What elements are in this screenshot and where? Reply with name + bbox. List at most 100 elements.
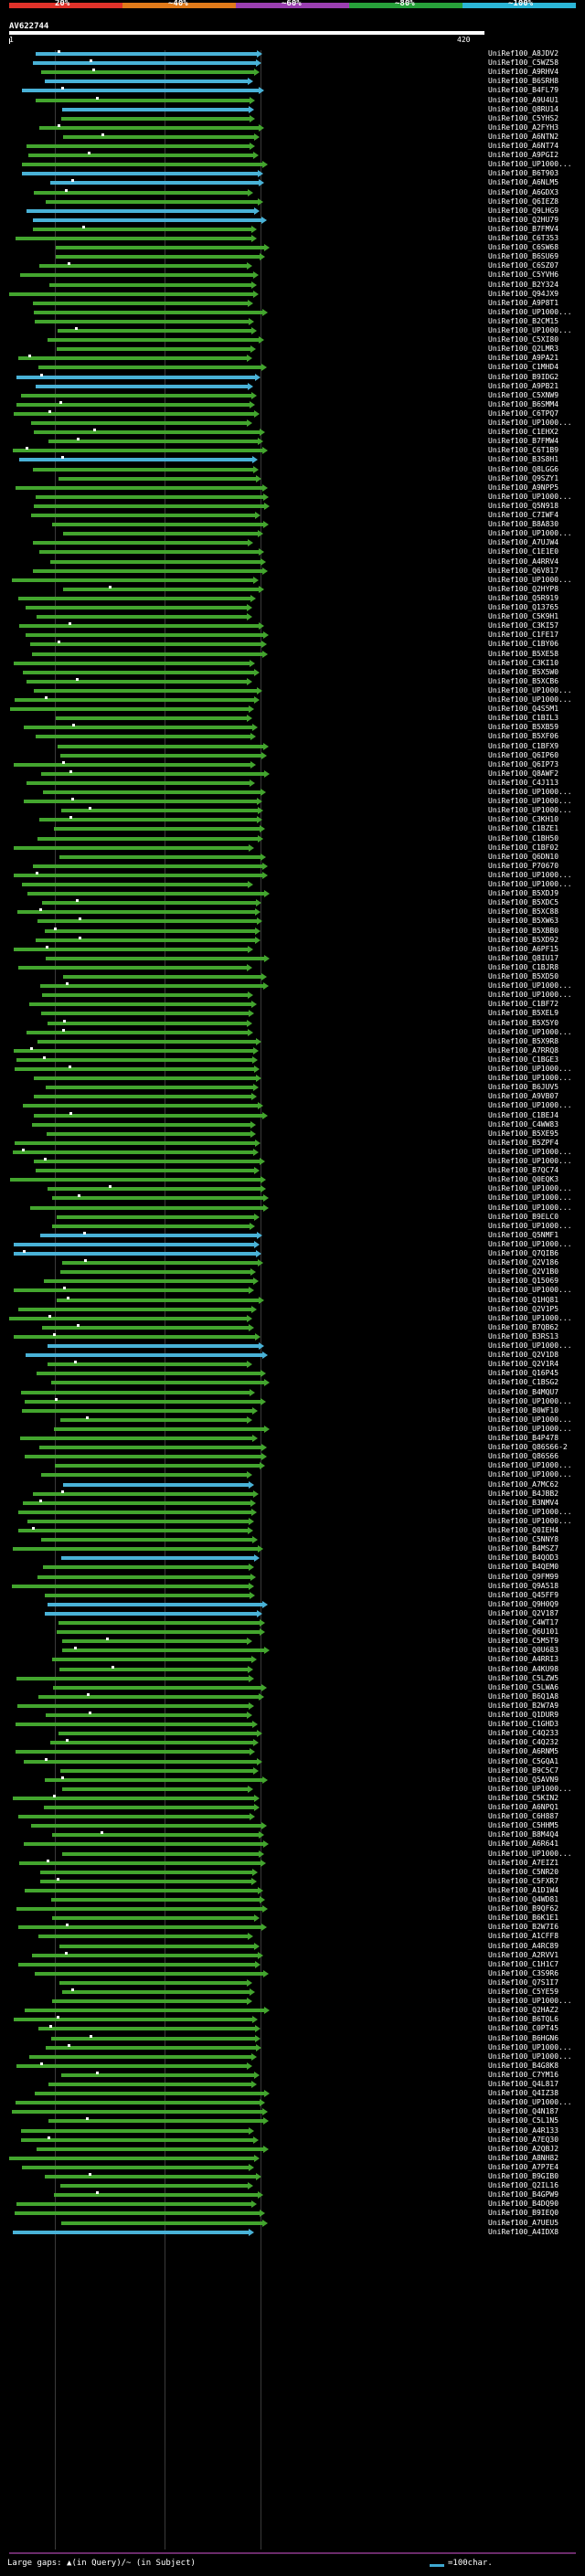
hit-row[interactable]: UniRef100_A7EIZ1 — [0, 1859, 585, 1867]
hit-label[interactable]: UniRef100_B7QB62 — [488, 1322, 559, 1331]
hit-label[interactable]: UniRef100_C1BY06 — [488, 640, 559, 649]
hit-row[interactable]: UniRef100_Q5AVN9 — [0, 1776, 585, 1784]
hit-label[interactable]: UniRef100_B5XBB0 — [488, 926, 559, 935]
hit-label[interactable]: UniRef100_A9P8T1 — [488, 298, 559, 307]
hit-row[interactable]: UniRef100_Q5R919 — [0, 594, 585, 602]
hit-row[interactable]: UniRef100_Q4WD81 — [0, 1896, 585, 1903]
hit-row[interactable]: UniRef100_B9C5C7 — [0, 1765, 585, 1775]
hit-row[interactable]: UniRef100_UP1000... — [0, 1185, 585, 1193]
hit-row[interactable]: UniRef100_Q9LHG9 — [0, 207, 585, 215]
hit-label[interactable]: UniRef100_Q5NMF1 — [488, 1230, 559, 1239]
hit-row[interactable]: UniRef100_UP1000... — [0, 2043, 585, 2051]
hit-label[interactable]: UniRef100_C5NR20 — [488, 1867, 559, 1876]
hit-row[interactable]: UniRef100_C3S9R6 — [0, 1969, 585, 1977]
hit-label[interactable]: UniRef100_C5NNY8 — [488, 1535, 559, 1544]
hit-label[interactable]: UniRef100_UP1000... — [488, 1415, 572, 1424]
hit-label[interactable]: UniRef100_Q0U683 — [488, 1646, 559, 1655]
hit-label[interactable]: UniRef100_C5WZ58 — [488, 58, 559, 68]
hit-label[interactable]: UniRef100_C5GQA1 — [488, 1756, 559, 1765]
hit-row[interactable]: UniRef100_A7UEU5 — [0, 2219, 585, 2227]
hit-label[interactable]: UniRef100_A8NH82 — [488, 2153, 559, 2162]
hit-label[interactable]: UniRef100_Q5N918 — [488, 501, 559, 510]
hit-row[interactable]: UniRef100_B5XEL9 — [0, 1010, 585, 1018]
hit-row[interactable]: UniRef100_Q4N187 — [0, 2108, 585, 2116]
hit-label[interactable]: UniRef100_C5KIN2 — [488, 1793, 559, 1802]
hit-label[interactable]: UniRef100_C1FE17 — [488, 631, 559, 640]
hit-row[interactable]: UniRef100_UP1000... — [0, 1193, 585, 1203]
hit-label[interactable]: UniRef100_B5XDJ9 — [488, 889, 559, 898]
hit-label[interactable]: UniRef100_A7P7E4 — [488, 2162, 559, 2171]
hit-row[interactable]: UniRef100_A4RRV4 — [0, 557, 585, 566]
hit-row[interactable]: UniRef100_UP1000... — [0, 1785, 585, 1793]
hit-row[interactable]: UniRef100_B0WF10 — [0, 1406, 585, 1415]
hit-row[interactable]: UniRef100_UP1000... — [0, 798, 585, 806]
hit-label[interactable]: UniRef100_C5YVH6 — [488, 270, 559, 280]
hit-label[interactable]: UniRef100_Q2IL16 — [488, 2181, 559, 2190]
hit-row[interactable]: UniRef100_Q6IP60 — [0, 751, 585, 759]
hit-row[interactable]: UniRef100_Q2V186 — [0, 1259, 585, 1267]
hit-row[interactable]: UniRef100_B7QB62 — [0, 1322, 585, 1331]
hit-label[interactable]: UniRef100_C4J113 — [488, 778, 559, 787]
hit-label[interactable]: UniRef100_B5XF06 — [488, 732, 559, 741]
hit-label[interactable]: UniRef100_Q5AVN9 — [488, 1775, 559, 1784]
hit-label[interactable]: UniRef100_B9GIB0 — [488, 2172, 559, 2180]
hit-row[interactable]: UniRef100_Q2V1D8 — [0, 1352, 585, 1360]
hit-row[interactable]: UniRef100_Q0IEH4 — [0, 1527, 585, 1534]
hit-row[interactable]: UniRef100_C5GQA1 — [0, 1756, 585, 1765]
hit-label[interactable]: UniRef100_UP1000... — [488, 1065, 572, 1073]
hit-row[interactable]: UniRef100_B5X5Y0 — [0, 1019, 585, 1027]
hit-label[interactable]: UniRef100_C5LZW5 — [488, 1673, 559, 1682]
hit-label[interactable]: UniRef100_UP1000... — [488, 492, 572, 501]
hit-row[interactable]: UniRef100_A2QBJ2 — [0, 2145, 585, 2153]
hit-label[interactable]: UniRef100_A9U4U1 — [488, 95, 559, 104]
hit-label[interactable]: UniRef100_UP1000... — [488, 1507, 572, 1516]
hit-label[interactable]: UniRef100_C6TPQ7 — [488, 408, 559, 418]
hit-row[interactable]: UniRef100_C5NR20 — [0, 1867, 585, 1876]
hit-row[interactable]: UniRef100_Q2LMR3 — [0, 345, 585, 354]
hit-label[interactable]: UniRef100_C6T1B9 — [488, 446, 559, 455]
hit-label[interactable]: UniRef100_B7QC74 — [488, 1166, 559, 1175]
hit-label[interactable]: UniRef100_B5XE95 — [488, 1129, 559, 1138]
hit-row[interactable]: UniRef100_A4IDX8 — [0, 2228, 585, 2236]
hit-row[interactable]: UniRef100_C5YHS2 — [0, 114, 585, 122]
hit-label[interactable]: UniRef100_C5M5T9 — [488, 1637, 559, 1646]
hit-label[interactable]: UniRef100_B5ZPF4 — [488, 1138, 559, 1147]
hit-row[interactable]: UniRef100_Q45FF9 — [0, 1591, 585, 1599]
hit-row[interactable]: UniRef100_C1BFX9 — [0, 742, 585, 750]
hit-row[interactable]: UniRef100_Q8AWF2 — [0, 769, 585, 778]
hit-row[interactable]: UniRef100_A6NPQ1 — [0, 1804, 585, 1811]
hit-row[interactable]: UniRef100_UP1000... — [0, 1507, 585, 1516]
hit-row[interactable]: UniRef100_B6TQL6 — [0, 2016, 585, 2024]
hit-row[interactable]: UniRef100_C6T1B9 — [0, 446, 585, 455]
hit-row[interactable]: UniRef100_B7FMV4 — [0, 225, 585, 233]
hit-label[interactable]: UniRef100_UP1000... — [488, 1101, 572, 1110]
hit-label[interactable]: UniRef100_UP1000... — [488, 1997, 572, 2006]
hit-row[interactable]: UniRef100_UP1000... — [0, 576, 585, 584]
hit-label[interactable]: UniRef100_UP1000... — [488, 685, 572, 694]
hit-label[interactable]: UniRef100_UP1000... — [488, 1193, 572, 1203]
hit-label[interactable]: UniRef100_B9C5C7 — [488, 1765, 559, 1775]
hit-row[interactable]: UniRef100_A7P7E4 — [0, 2162, 585, 2171]
hit-row[interactable]: UniRef100_C5XI80 — [0, 336, 585, 345]
hit-row[interactable]: UniRef100_C1BF72 — [0, 1001, 585, 1009]
hit-label[interactable]: UniRef100_C5HHM5 — [488, 1821, 559, 1830]
hit-row[interactable]: UniRef100_C5K9H1 — [0, 613, 585, 621]
hit-label[interactable]: UniRef100_C6SW68 — [488, 243, 559, 252]
hit-row[interactable]: UniRef100_Q2V1B0 — [0, 1268, 585, 1277]
hit-label[interactable]: UniRef100_A1CFF8 — [488, 1932, 559, 1941]
hit-row[interactable]: UniRef100_UP1000... — [0, 1101, 585, 1110]
hit-row[interactable]: UniRef100_C1E1E0 — [0, 548, 585, 557]
hit-label[interactable]: UniRef100_UP1000... — [488, 788, 572, 796]
hit-row[interactable]: UniRef100_C1FE17 — [0, 631, 585, 640]
hit-row[interactable]: UniRef100_UP1000... — [0, 1997, 585, 2006]
hit-label[interactable]: UniRef100_A4KU98 — [488, 1664, 559, 1673]
hit-label[interactable]: UniRef100_C5FXR7 — [488, 1876, 559, 1885]
hit-row[interactable]: UniRef100_P70670 — [0, 862, 585, 870]
hit-label[interactable]: UniRef100_UP1000... — [488, 2098, 572, 2107]
hit-row[interactable]: UniRef100_UP1000... — [0, 1471, 585, 1479]
hit-row[interactable]: UniRef100_Q2IL16 — [0, 2181, 585, 2190]
hit-label[interactable]: UniRef100_Q1HQ81 — [488, 1295, 559, 1304]
hit-row[interactable]: UniRef100_UP1000... — [0, 982, 585, 991]
hit-row[interactable]: UniRef100_C5NNY8 — [0, 1535, 585, 1544]
hit-label[interactable]: UniRef100_Q6DN10 — [488, 852, 559, 861]
